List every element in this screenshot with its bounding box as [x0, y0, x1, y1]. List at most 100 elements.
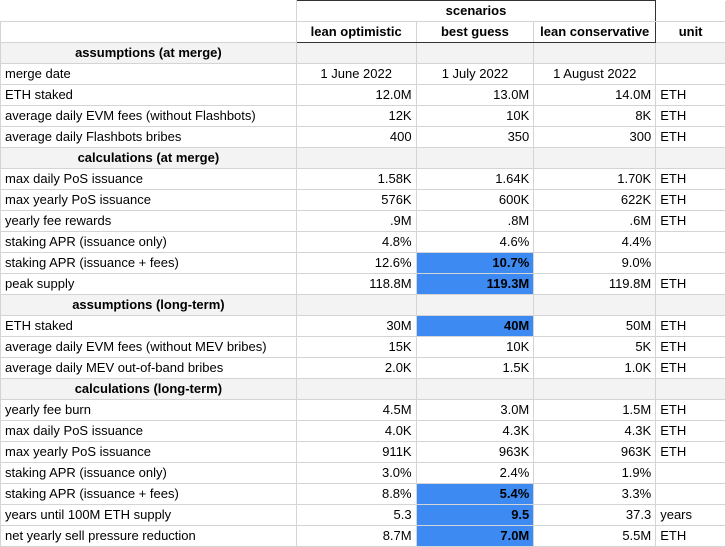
unit-cell[interactable]: ETH: [655, 273, 726, 295]
value-cell[interactable]: 119.3M: [415, 273, 535, 295]
section-empty-cell[interactable]: [415, 42, 535, 64]
unit-cell[interactable]: ETH: [655, 126, 726, 148]
value-cell[interactable]: 1.64K: [415, 168, 535, 190]
unit-cell[interactable]: ETH: [655, 357, 726, 379]
row-label[interactable]: net yearly sell pressure reduction: [0, 525, 297, 547]
value-cell[interactable]: 1 July 2022: [415, 63, 535, 85]
value-cell[interactable]: 4.5M: [295, 399, 417, 421]
value-cell[interactable]: 911K: [295, 441, 417, 463]
value-cell[interactable]: 2.0K: [295, 357, 417, 379]
value-cell[interactable]: 3.3%: [533, 483, 657, 505]
value-cell[interactable]: 1 June 2022: [295, 63, 417, 85]
unit-cell[interactable]: ETH: [655, 315, 726, 337]
value-cell[interactable]: 118.8M: [295, 273, 417, 295]
section-empty-cell[interactable]: [295, 378, 417, 400]
section-empty-cell[interactable]: [655, 294, 726, 316]
unit-cell[interactable]: ETH: [655, 210, 726, 232]
value-cell[interactable]: .9M: [295, 210, 417, 232]
value-cell[interactable]: 4.4%: [533, 231, 657, 253]
unit-cell[interactable]: ETH: [655, 399, 726, 421]
value-cell[interactable]: 9.5: [415, 504, 535, 526]
value-cell[interactable]: 4.8%: [295, 231, 417, 253]
row-label[interactable]: max daily PoS issuance: [0, 420, 297, 442]
unit-cell[interactable]: [655, 483, 726, 505]
section-empty-cell[interactable]: [533, 147, 657, 169]
value-cell[interactable]: 8K: [533, 105, 657, 127]
unit-cell[interactable]: years: [655, 504, 726, 526]
section-title[interactable]: assumptions (at merge): [0, 42, 297, 64]
unit-cell[interactable]: [655, 462, 726, 484]
section-empty-cell[interactable]: [295, 294, 417, 316]
value-cell[interactable]: 5.3: [295, 504, 417, 526]
value-cell[interactable]: 1 August 2022: [533, 63, 657, 85]
row-label[interactable]: ETH staked: [0, 315, 297, 337]
section-empty-cell[interactable]: [655, 147, 726, 169]
unit-cell[interactable]: ETH: [655, 84, 726, 106]
value-cell[interactable]: 576K: [295, 189, 417, 211]
value-cell[interactable]: 40M: [415, 315, 535, 337]
row-label[interactable]: average daily Flashbots bribes: [0, 126, 297, 148]
value-cell[interactable]: 30M: [295, 315, 417, 337]
value-cell[interactable]: 8.7M: [295, 525, 417, 547]
value-cell[interactable]: 15K: [295, 336, 417, 358]
value-cell[interactable]: 3.0%: [295, 462, 417, 484]
value-cell[interactable]: 4.6%: [415, 231, 535, 253]
row-label[interactable]: merge date: [0, 63, 297, 85]
section-empty-cell[interactable]: [655, 42, 726, 64]
value-cell[interactable]: 1.70K: [533, 168, 657, 190]
value-cell[interactable]: 3.0M: [415, 399, 535, 421]
row-label[interactable]: staking APR (issuance + fees): [0, 252, 297, 274]
value-cell[interactable]: 9.0%: [533, 252, 657, 274]
value-cell[interactable]: .8M: [415, 210, 535, 232]
blank-cell[interactable]: [655, 0, 726, 22]
section-title[interactable]: assumptions (long-term): [0, 294, 297, 316]
section-title[interactable]: calculations (long-term): [0, 378, 297, 400]
row-label[interactable]: ETH staked: [0, 84, 297, 106]
unit-cell[interactable]: ETH: [655, 525, 726, 547]
value-cell[interactable]: 350: [415, 126, 535, 148]
value-cell[interactable]: 10.7%: [415, 252, 535, 274]
row-label[interactable]: staking APR (issuance only): [0, 462, 297, 484]
row-label[interactable]: max yearly PoS issuance: [0, 189, 297, 211]
value-cell[interactable]: 12.0M: [295, 84, 417, 106]
unit-cell[interactable]: [655, 63, 726, 85]
value-cell[interactable]: 600K: [415, 189, 535, 211]
row-label[interactable]: average daily EVM fees (without MEV brib…: [0, 336, 297, 358]
value-cell[interactable]: 1.58K: [295, 168, 417, 190]
section-empty-cell[interactable]: [295, 147, 417, 169]
blank-cell[interactable]: [0, 0, 297, 22]
value-cell[interactable]: 300: [533, 126, 657, 148]
section-empty-cell[interactable]: [533, 294, 657, 316]
section-empty-cell[interactable]: [533, 378, 657, 400]
value-cell[interactable]: 14.0M: [533, 84, 657, 106]
column-header-2[interactable]: best guess: [415, 21, 535, 43]
blank-cell[interactable]: [0, 21, 297, 43]
value-cell[interactable]: 4.3K: [533, 420, 657, 442]
section-empty-cell[interactable]: [415, 147, 535, 169]
section-title[interactable]: calculations (at merge): [0, 147, 297, 169]
value-cell[interactable]: .6M: [533, 210, 657, 232]
value-cell[interactable]: 119.8M: [533, 273, 657, 295]
unit-cell[interactable]: ETH: [655, 336, 726, 358]
value-cell[interactable]: 12.6%: [295, 252, 417, 274]
value-cell[interactable]: 4.0K: [295, 420, 417, 442]
unit-cell[interactable]: ETH: [655, 189, 726, 211]
section-empty-cell[interactable]: [655, 378, 726, 400]
value-cell[interactable]: 12K: [295, 105, 417, 127]
value-cell[interactable]: 1.0K: [533, 357, 657, 379]
unit-cell[interactable]: ETH: [655, 105, 726, 127]
row-label[interactable]: years until 100M ETH supply: [0, 504, 297, 526]
section-empty-cell[interactable]: [533, 42, 657, 64]
unit-cell[interactable]: [655, 252, 726, 274]
value-cell[interactable]: 37.3: [533, 504, 657, 526]
value-cell[interactable]: 963K: [533, 441, 657, 463]
unit-cell[interactable]: ETH: [655, 420, 726, 442]
value-cell[interactable]: 7.0M: [415, 525, 535, 547]
value-cell[interactable]: 4.3K: [415, 420, 535, 442]
value-cell[interactable]: 2.4%: [415, 462, 535, 484]
row-label[interactable]: average daily MEV out-of-band bribes: [0, 357, 297, 379]
section-empty-cell[interactable]: [415, 294, 535, 316]
value-cell[interactable]: 963K: [415, 441, 535, 463]
row-label[interactable]: peak supply: [0, 273, 297, 295]
value-cell[interactable]: 1.5M: [533, 399, 657, 421]
